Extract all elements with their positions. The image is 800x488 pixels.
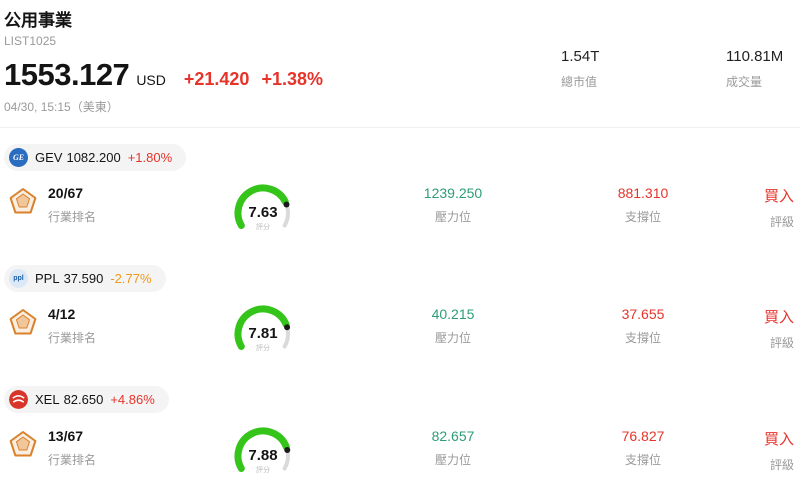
score-value: 7.81 — [248, 325, 278, 342]
score-gauge — [234, 427, 291, 472]
price-change-percent: +1.38% — [261, 69, 324, 89]
rating-label: 評級 — [769, 336, 794, 350]
score-value: 7.63 — [248, 204, 278, 221]
support-cell: 881.310 支撐位 — [548, 185, 738, 225]
pressure-label: 壓力位 — [434, 331, 471, 345]
stock-section-ppl[interactable]: ppl PPL 37.590 -2.77% 4/12 行業排名 7.81 評分 4… — [0, 249, 800, 370]
stock-metrics-row: 13/67 行業排名 7.88 評分 82.657 壓力位 76.827 支撐位… — [0, 414, 800, 488]
rating-label: 評級 — [769, 458, 794, 472]
support-label: 支撐位 — [624, 453, 661, 467]
score-label: 評分 — [256, 345, 270, 352]
xel-logo-icon — [9, 390, 28, 409]
score-label: 評分 — [256, 224, 270, 231]
score-gauge — [234, 305, 291, 350]
quote-line: 1553.127 USD +21.420 +1.38% — [4, 57, 796, 93]
stock-price: 37.590 — [63, 271, 104, 286]
score-gauge-cell: 7.81 評分 — [168, 305, 358, 360]
score-gauge-cell: 7.88 評分 — [168, 427, 358, 482]
industry-rank-label: 行業排名 — [48, 453, 97, 467]
stock-metrics-row: 20/67 行業排名 7.63 評分 1239.250 壓力位 881.310 … — [0, 171, 800, 249]
support-label: 支撐位 — [624, 331, 661, 345]
volume-stat: 110.81M 成交量 — [726, 48, 783, 90]
stock-pill-ppl[interactable]: ppl PPL 37.590 -2.77% — [4, 265, 166, 292]
ppl-logo-icon: ppl — [9, 269, 28, 288]
stock-ticker-price: GEV 1082.200 — [35, 150, 121, 165]
support-label: 支撐位 — [624, 210, 661, 224]
stock-pill-xel[interactable]: XEL 82.650 +4.86% — [4, 386, 169, 413]
radar-pentagon-icon — [8, 185, 48, 221]
support-value: 37.655 — [621, 306, 665, 322]
ticker: XEL — [35, 392, 60, 407]
buy-rating-link[interactable]: 買入 — [763, 431, 794, 448]
pressure-label: 壓力位 — [434, 453, 471, 467]
buy-rating-link[interactable]: 買入 — [763, 309, 794, 326]
score-label: 評分 — [256, 467, 270, 474]
stock-change-percent: +1.80% — [127, 150, 173, 165]
rating-cell[interactable]: 買入 評級 — [738, 306, 796, 351]
industry-rank-label: 行業排名 — [48, 331, 97, 345]
volume-value: 110.81M — [726, 48, 784, 65]
stock-section-gev[interactable]: GE GEV 1082.200 +1.80% 20/67 行業排名 7.63 評分… — [0, 128, 800, 249]
market-cap-value: 1.54T — [561, 48, 600, 65]
market-cap-stat: 1.54T 總市值 — [561, 48, 599, 90]
stock-pill-gev[interactable]: GE GEV 1082.200 +1.80% — [4, 144, 187, 171]
radar-pentagon-icon — [8, 428, 48, 464]
support-cell: 37.655 支撐位 — [548, 306, 738, 346]
buy-rating-link[interactable]: 買入 — [763, 188, 794, 205]
page-title: 公用事業 — [4, 11, 72, 30]
currency-label: USD — [136, 72, 166, 88]
support-value: 881.310 — [617, 185, 669, 201]
score-value: 7.88 — [248, 447, 278, 464]
stock-section-xel[interactable]: XEL 82.650 +4.86% 13/67 行業排名 7.88 評分 82.6… — [0, 370, 800, 488]
volume-label: 成交量 — [726, 75, 763, 89]
market-cap-label: 總市值 — [561, 75, 598, 89]
rating-cell[interactable]: 買入 評級 — [738, 428, 796, 473]
header: 公用事業 LIST1025 1553.127 USD +21.420 +1.38… — [0, 0, 800, 128]
support-cell: 76.827 支撐位 — [548, 428, 738, 468]
quote-timestamp: 04/30, 15:15（美東） — [4, 100, 119, 114]
industry-rank-value: 4/12 — [48, 306, 76, 322]
rating-cell[interactable]: 買入 評級 — [738, 185, 796, 230]
pressure-cell: 82.657 壓力位 — [358, 428, 548, 468]
price-change: +21.420 — [183, 69, 250, 89]
pressure-cell: 40.215 壓力位 — [358, 306, 548, 346]
gev-logo-icon: GE — [9, 148, 28, 167]
ticker: GEV — [35, 150, 63, 165]
industry-rank-label: 行業排名 — [48, 210, 97, 224]
stock-metrics-row: 4/12 行業排名 7.81 評分 40.215 壓力位 37.655 支撐位 … — [0, 292, 800, 370]
stock-change-percent: -2.77% — [110, 271, 152, 286]
support-value: 76.827 — [621, 428, 665, 444]
pressure-value: 82.657 — [431, 428, 475, 444]
stock-ticker-price: XEL 82.650 — [35, 392, 103, 407]
score-gauge-cell: 7.63 評分 — [168, 184, 358, 239]
pressure-value: 1239.250 — [423, 185, 483, 201]
rating-label: 評級 — [769, 215, 794, 229]
industry-rank-cell: 20/67 行業排名 — [48, 185, 168, 225]
industry-rank-cell: 4/12 行業排名 — [48, 306, 168, 346]
stock-change-percent: +4.86% — [110, 392, 155, 407]
stock-ticker-price: PPL 37.590 — [35, 271, 103, 286]
ticker: PPL — [35, 271, 60, 286]
industry-rank-value: 20/67 — [48, 185, 84, 201]
industry-rank-value: 13/67 — [48, 428, 84, 444]
industry-rank-cell: 13/67 行業排名 — [48, 428, 168, 468]
stock-price: 1082.200 — [66, 150, 121, 165]
radar-pentagon-icon — [8, 306, 48, 342]
pressure-label: 壓力位 — [434, 210, 471, 224]
score-gauge — [234, 184, 290, 229]
index-price: 1553.127 — [4, 57, 130, 92]
pressure-cell: 1239.250 壓力位 — [358, 185, 548, 225]
list-id: LIST1025 — [4, 34, 57, 48]
pressure-value: 40.215 — [431, 306, 475, 322]
stock-price: 82.650 — [63, 392, 104, 407]
